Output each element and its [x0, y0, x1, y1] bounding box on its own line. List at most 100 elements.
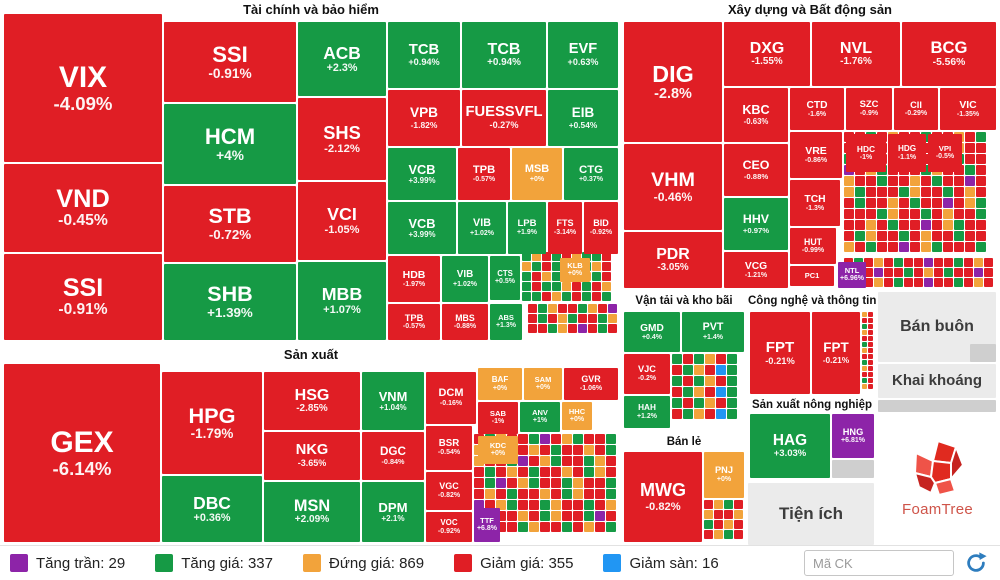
treemap-mini-tile[interactable]: [522, 272, 531, 281]
treemap-mini-tile[interactable]: [606, 511, 616, 521]
treemap-mini-tile[interactable]: [862, 312, 867, 317]
treemap-mini-tile[interactable]: [552, 272, 561, 281]
treemap-mini-tile[interactable]: [844, 242, 854, 252]
treemap-mini-tile[interactable]: [868, 318, 873, 323]
treemap-mini-tile[interactable]: [862, 318, 867, 323]
treemap-mini-tile[interactable]: [595, 522, 605, 532]
treemap-mini-tile[interactable]: [694, 409, 704, 419]
treemap-mini-tile[interactable]: [914, 258, 923, 267]
treemap-tile[interactable]: KDC +0%: [478, 436, 518, 464]
treemap-tile[interactable]: HUT -0.99%: [790, 228, 836, 264]
treemap-mini-tile[interactable]: [584, 511, 594, 521]
treemap-mini-tile[interactable]: [548, 324, 557, 333]
treemap-mini-tile[interactable]: [984, 278, 993, 287]
treemap-mini-tile[interactable]: [727, 387, 737, 397]
treemap-mini-tile[interactable]: [474, 467, 484, 477]
treemap-mini-tile[interactable]: [584, 445, 594, 455]
treemap-mini-tile[interactable]: [868, 348, 873, 353]
treemap-mini-tile[interactable]: [582, 252, 591, 261]
treemap-tile[interactable]: HSG -2.85%: [264, 372, 360, 430]
treemap-tile[interactable]: HPG -1.79%: [162, 372, 262, 474]
treemap-mini-tile[interactable]: [578, 304, 587, 313]
treemap-mini-tile[interactable]: [921, 176, 931, 186]
treemap-tile[interactable]: CTD -1.6%: [790, 88, 844, 130]
treemap-mini-tile[interactable]: [954, 209, 964, 219]
treemap-mini-tile[interactable]: [562, 478, 572, 488]
treemap-tile[interactable]: DBC +0.36%: [162, 476, 262, 542]
treemap-mini-tile[interactable]: [924, 278, 933, 287]
treemap-tile[interactable]: HHV +0.97%: [724, 198, 788, 250]
treemap-tile[interactable]: NKG -3.65%: [264, 432, 360, 480]
treemap-mini-tile[interactable]: [606, 478, 616, 488]
treemap-mini-tile[interactable]: [866, 231, 876, 241]
treemap-mini-tile[interactable]: [888, 220, 898, 230]
treemap-mini-tile[interactable]: [592, 272, 601, 281]
treemap-mini-tile[interactable]: [855, 187, 865, 197]
treemap-tile[interactable]: PDR -3.05%: [624, 232, 722, 288]
treemap-mini-tile[interactable]: [704, 520, 713, 529]
treemap-mini-tile[interactable]: [595, 489, 605, 499]
treemap-mini-tile[interactable]: [921, 209, 931, 219]
treemap-mini-tile[interactable]: [910, 198, 920, 208]
treemap-tile[interactable]: ACB +2.3%: [298, 22, 386, 96]
treemap-mini-tile[interactable]: [573, 522, 583, 532]
treemap-mini-tile[interactable]: [608, 304, 617, 313]
treemap-mini-tile[interactable]: [540, 456, 550, 466]
treemap-mini-tile[interactable]: [608, 324, 617, 333]
treemap-mini-tile[interactable]: [964, 258, 973, 267]
treemap-mini-tile[interactable]: [714, 520, 723, 529]
treemap-tile[interactable]: GEX -6.14%: [4, 364, 160, 542]
treemap-mini-tile[interactable]: [884, 268, 893, 277]
treemap-mini-tile[interactable]: [522, 252, 531, 261]
treemap-mini-tile[interactable]: [568, 324, 577, 333]
treemap-mini-tile[interactable]: [877, 220, 887, 230]
treemap-mini-tile[interactable]: [529, 500, 539, 510]
treemap-mini-tile[interactable]: [868, 366, 873, 371]
treemap-mini-tile[interactable]: [507, 500, 517, 510]
treemap-mini-tile[interactable]: [976, 242, 986, 252]
treemap-mini-tile[interactable]: [672, 354, 682, 364]
treemap-mini-tile[interactable]: [705, 376, 715, 386]
treemap-mini-tile[interactable]: [844, 176, 854, 186]
treemap-mini-tile[interactable]: [573, 511, 583, 521]
treemap-mini-tile[interactable]: [888, 242, 898, 252]
treemap-mini-tile[interactable]: [558, 324, 567, 333]
treemap-mini-tile[interactable]: [558, 304, 567, 313]
treemap-mini-tile[interactable]: [548, 314, 557, 323]
treemap-mini-tile[interactable]: [976, 176, 986, 186]
treemap-mini-tile[interactable]: [899, 231, 909, 241]
treemap-mini-tile[interactable]: [944, 268, 953, 277]
treemap-tile[interactable]: HAH +1.2%: [624, 396, 670, 428]
treemap-mini-tile[interactable]: [572, 252, 581, 261]
treemap-mini-tile[interactable]: [496, 489, 506, 499]
treemap-mini-tile[interactable]: [964, 278, 973, 287]
treemap-mini-tile[interactable]: [548, 304, 557, 313]
treemap-mini-tile[interactable]: [704, 530, 713, 539]
treemap-mini-tile[interactable]: [551, 467, 561, 477]
treemap-mini-tile[interactable]: [705, 365, 715, 375]
treemap-mini-tile[interactable]: [943, 187, 953, 197]
treemap-tile[interactable]: GVR -1.06%: [564, 368, 618, 400]
treemap-tile[interactable]: MBS -0.88%: [442, 304, 488, 340]
treemap-tile[interactable]: TPB -0.57%: [388, 304, 440, 340]
refresh-icon[interactable]: [962, 549, 990, 577]
treemap-mini-tile[interactable]: [562, 252, 571, 261]
treemap-tile[interactable]: FUESSVFL -0.27%: [462, 90, 546, 146]
treemap-mini-tile[interactable]: [694, 398, 704, 408]
treemap-mini-tile[interactable]: [868, 312, 873, 317]
treemap-mini-tile[interactable]: [984, 258, 993, 267]
treemap-mini-tile[interactable]: [943, 242, 953, 252]
treemap-tile[interactable]: BCG -5.56%: [902, 22, 996, 86]
treemap-tile[interactable]: VIB +1.02%: [442, 256, 488, 302]
treemap-mini-tile[interactable]: [894, 268, 903, 277]
treemap-mini-tile[interactable]: [485, 467, 495, 477]
treemap-mini-tile[interactable]: [855, 231, 865, 241]
treemap-mini-tile[interactable]: [528, 314, 537, 323]
treemap-mini-tile[interactable]: [974, 278, 983, 287]
treemap-mini-tile[interactable]: [598, 314, 607, 323]
treemap-mini-tile[interactable]: [606, 500, 616, 510]
treemap-tile[interactable]: SHS -2.12%: [298, 98, 386, 180]
treemap-mini-tile[interactable]: [598, 304, 607, 313]
treemap-mini-tile[interactable]: [965, 143, 975, 153]
treemap-mini-tile[interactable]: [734, 520, 743, 529]
